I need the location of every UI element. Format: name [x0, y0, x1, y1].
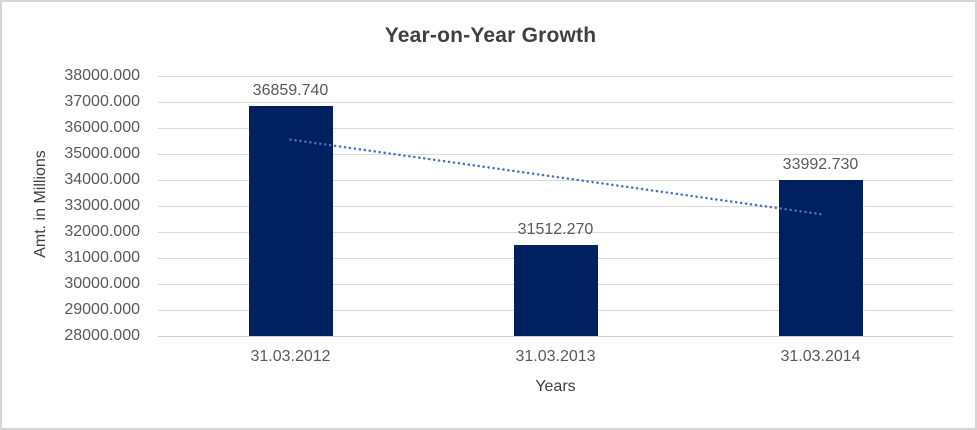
x-axis-category-label: 31.03.2013	[515, 348, 596, 365]
y-axis-tick-label: 28000.000	[64, 327, 140, 344]
x-axis-category-label: 31.03.2012	[250, 348, 331, 365]
y-axis-tick-label: 35000.000	[64, 145, 140, 162]
gridline	[158, 180, 953, 181]
gridline	[158, 102, 953, 103]
y-axis-tick-label: 31000.000	[64, 249, 140, 266]
x-axis-category-label: 31.03.2014	[780, 348, 861, 365]
y-axis-tick-label: 38000.000	[64, 67, 140, 84]
y-axis-tick-label: 37000.000	[64, 93, 140, 110]
bar[interactable]	[778, 180, 863, 336]
x-axis-category-labels: 31.03.2012 31.03.2013 31.03.2014	[158, 348, 953, 368]
y-axis-tick-label: 30000.000	[64, 275, 140, 292]
trendline[interactable]	[158, 76, 953, 336]
gridline	[158, 154, 953, 155]
gridline	[158, 232, 953, 233]
gridline	[158, 76, 953, 77]
bar[interactable]	[248, 105, 333, 336]
gridline	[158, 128, 953, 129]
y-axis-tick-labels: 38000.000 37000.000 36000.000 35000.000 3400…	[2, 67, 140, 344]
bar-value-label: 31512.270	[517, 220, 594, 238]
y-axis-tick-label: 29000.000	[64, 301, 140, 318]
plot-area: 36859.740 31512.270 33992.730	[158, 76, 953, 337]
bar-series: 36859.740 31512.270 33992.730	[158, 76, 953, 336]
y-axis-tick-label: 32000.000	[64, 223, 140, 240]
y-axis-tick-label: 36000.000	[64, 119, 140, 136]
bar-value-label: 33992.730	[782, 156, 859, 174]
y-axis-tick-label: 34000.000	[64, 171, 140, 188]
gridline	[158, 336, 953, 337]
y-axis-tick-label: 33000.000	[64, 197, 140, 214]
chart-title: Year-on-Year Growth	[384, 24, 597, 47]
bar-value-label: 36859.740	[252, 81, 329, 99]
trendline-path[interactable]	[289, 138, 822, 216]
x-axis-title: Years	[535, 378, 576, 395]
bar[interactable]	[513, 244, 598, 336]
gridline	[158, 206, 953, 207]
